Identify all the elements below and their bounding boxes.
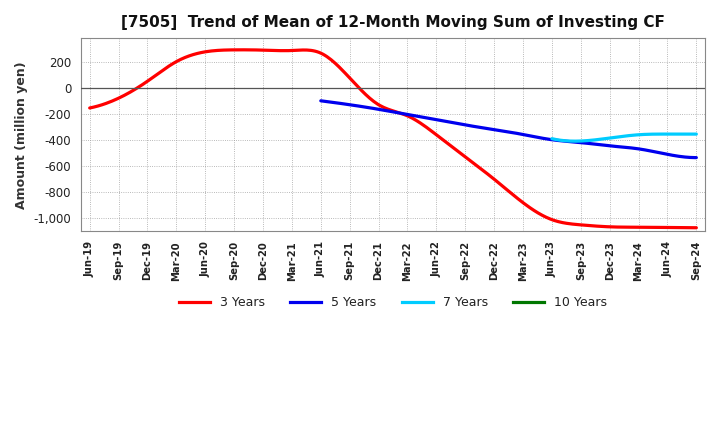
Y-axis label: Amount (million yen): Amount (million yen) xyxy=(15,61,28,209)
Title: [7505]  Trend of Mean of 12-Month Moving Sum of Investing CF: [7505] Trend of Mean of 12-Month Moving … xyxy=(121,15,665,30)
Legend: 3 Years, 5 Years, 7 Years, 10 Years: 3 Years, 5 Years, 7 Years, 10 Years xyxy=(174,291,612,314)
